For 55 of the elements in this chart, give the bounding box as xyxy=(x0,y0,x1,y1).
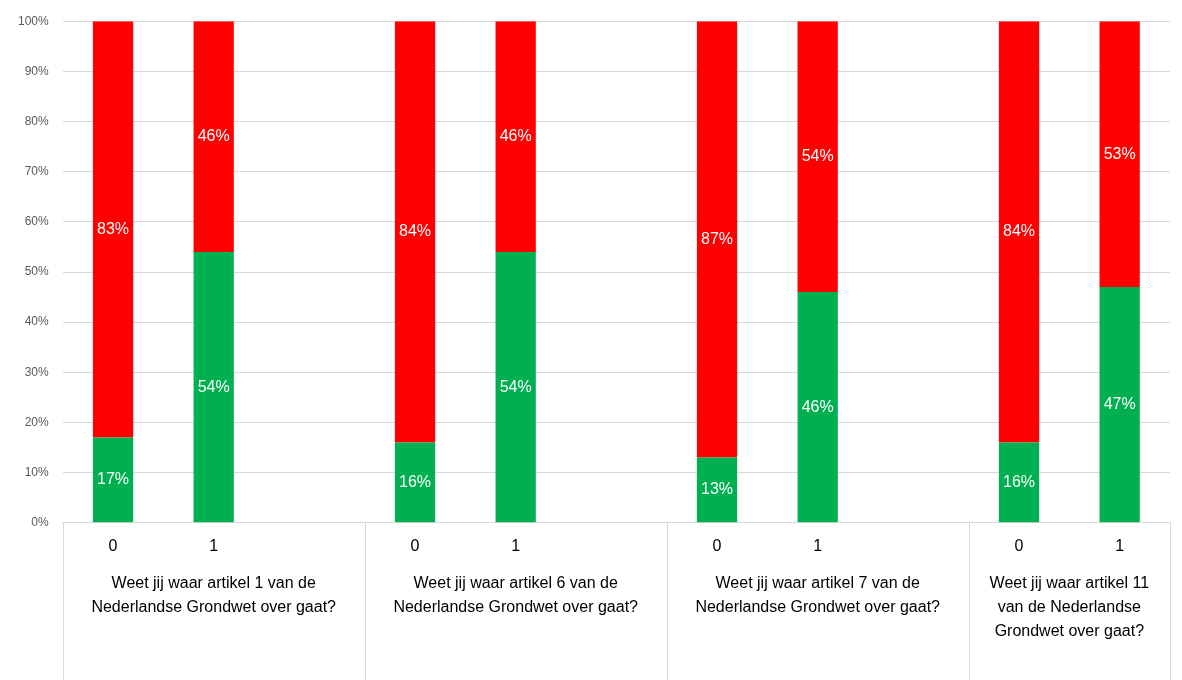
x-tick-label: 1 xyxy=(209,536,219,554)
bar xyxy=(1099,287,1140,523)
text: Weet jij waar artikel 7 van de Nederlandse Grondwet over gaat? xyxy=(695,574,941,616)
x-tick-label: 0 xyxy=(410,536,420,554)
bar xyxy=(495,251,536,523)
x-tick-label: 0 xyxy=(712,536,722,554)
text: Weet jij waar artikel 6 van de Nederlandse Grondwet over gaat? xyxy=(393,574,639,616)
data-label: 87% xyxy=(700,229,734,247)
x-tick-label: 1 xyxy=(511,536,521,554)
bar xyxy=(1099,21,1140,288)
x-tick-label: 0 xyxy=(108,536,118,554)
data-label: 84% xyxy=(1002,222,1036,240)
data-label: 46% xyxy=(801,397,834,415)
bar xyxy=(92,437,134,523)
x-tick-label: 0 xyxy=(1014,536,1024,554)
y-tick-label: 90% xyxy=(24,63,50,78)
data-label: 46% xyxy=(197,126,230,144)
bar xyxy=(998,442,1040,523)
bar xyxy=(193,251,234,523)
text: Weet jij waar artikel 1 van de Nederlandse Grondwet over gaat? xyxy=(91,574,337,616)
y-tick-label: 20% xyxy=(24,414,50,429)
y-tick-label: 10% xyxy=(24,464,50,479)
bar xyxy=(394,21,436,443)
y-tick-label: 0% xyxy=(31,515,50,530)
text: Weet jij waar artikel 11 van de Nederlandse Grondwet over gaat? xyxy=(989,574,1150,640)
data-label: 84% xyxy=(399,222,432,240)
data-label: 16% xyxy=(399,472,432,490)
bar xyxy=(696,457,738,523)
bar xyxy=(797,21,838,293)
data-label: 47% xyxy=(1103,395,1136,413)
bar xyxy=(797,292,838,523)
bar xyxy=(495,21,536,252)
y-tick-label: 30% xyxy=(24,364,50,379)
y-tick-label: 40% xyxy=(24,314,50,329)
y-tick-label: 100% xyxy=(17,13,50,28)
x-tick-label: 1 xyxy=(813,536,823,554)
data-label: 46% xyxy=(499,126,532,144)
data-label: 83% xyxy=(97,219,130,237)
bar xyxy=(92,21,134,438)
data-label: 17% xyxy=(97,470,130,488)
bar xyxy=(394,442,436,523)
x-tick-label: 1 xyxy=(1115,536,1125,554)
bar xyxy=(193,21,234,252)
data-label: 53% xyxy=(1103,144,1136,162)
data-label: 54% xyxy=(499,377,532,395)
y-tick-label: 80% xyxy=(24,113,50,128)
bar xyxy=(998,21,1040,443)
data-label: 54% xyxy=(197,377,230,395)
y-tick-label: 70% xyxy=(24,163,50,178)
y-tick-label: 50% xyxy=(24,264,50,279)
y-tick-label: 60% xyxy=(24,214,50,229)
data-label: 13% xyxy=(700,480,734,498)
data-label: 54% xyxy=(801,147,834,165)
bar xyxy=(696,21,738,458)
data-label: 16% xyxy=(1002,472,1036,490)
